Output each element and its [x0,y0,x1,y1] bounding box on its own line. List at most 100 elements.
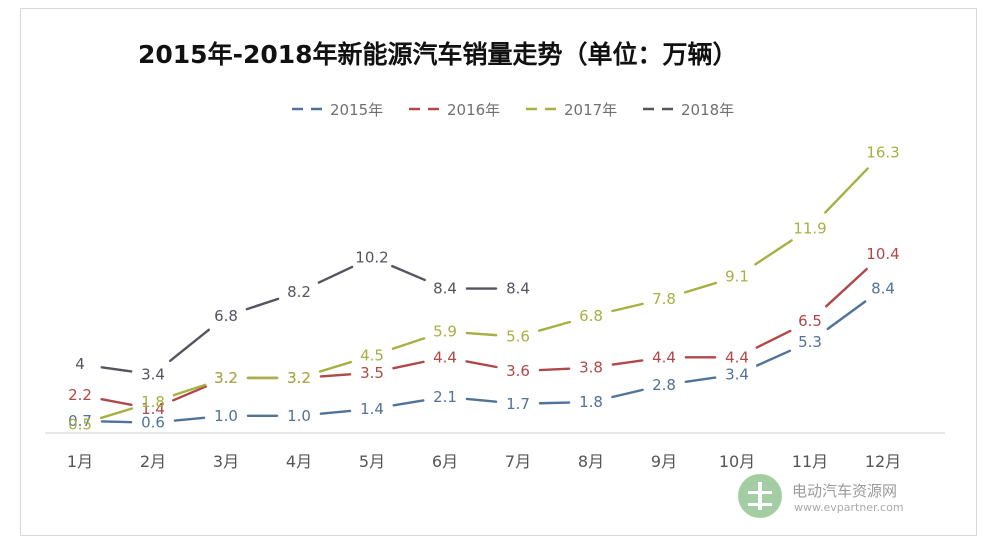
series-segment [824,167,869,214]
series-segment [392,399,425,407]
legend-label: 2015年 [330,101,383,119]
data-label: 4.4 [433,348,457,366]
series-segment [611,302,644,313]
series-segment [755,329,792,349]
chart-frame [20,8,977,536]
x-tick-label: 7月 [505,452,531,471]
series-segment [100,420,133,424]
data-label: 8.4 [506,280,530,298]
data-label: 1.4 [360,400,384,418]
legend-label: 2017年 [564,101,617,119]
series-segment [465,331,498,337]
data-label: 0.5 [68,415,92,433]
series-segment [245,297,280,311]
data-label: 0.6 [141,414,165,432]
series-segment [611,359,644,366]
series-segment [824,267,869,308]
data-label: 1.0 [287,407,311,425]
series-segment [391,264,426,282]
data-label: 4 [75,355,85,373]
data-label: 3.2 [214,369,238,387]
legend-label: 2016年 [447,101,500,119]
data-label: 3.4 [725,366,749,384]
watermark: 电动汽车资源网 www.evpartner.com [738,474,938,524]
x-tick-label: 5月 [359,452,385,471]
x-tick-label: 12月 [865,452,901,471]
series-segment [826,300,867,331]
series-segment [538,367,571,372]
chart-title: 2015年-2018年新能源汽车销量走势（单位：万辆） [138,40,738,69]
legend-label: 2018年 [681,101,734,119]
watermark-logo-icon [738,474,782,518]
data-label: 1.0 [214,407,238,425]
series-segment [684,376,717,383]
watermark-url: www.evpartner.com [794,501,904,514]
x-tick-label: 9月 [651,452,677,471]
series-segment [755,349,792,367]
x-tick-label: 2月 [140,452,166,471]
series-segment [392,360,425,370]
data-label: 16.3 [866,144,899,162]
data-label: 2.1 [433,388,457,406]
data-label: 3.2 [214,369,238,387]
series-segment [173,416,206,422]
x-tick-label: 3月 [213,452,239,471]
data-label: 9.1 [725,267,749,285]
x-tick-label: 4月 [286,452,312,471]
x-tick-label: 11月 [792,452,828,471]
data-label: 10.2 [355,249,388,267]
data-label: 3.8 [579,359,603,377]
series-segment [319,373,352,378]
data-label: 6.5 [798,312,822,330]
data-label: 11.9 [793,219,826,237]
data-label: 2.8 [652,376,676,394]
data-label: 3.5 [360,364,384,382]
data-label: 4.4 [725,348,749,366]
x-tick-label: 10月 [719,452,755,471]
data-label: 6.8 [579,307,603,325]
data-label: 7.8 [652,290,676,308]
data-label: 4.4 [652,348,676,366]
data-label: 3.4 [141,366,165,384]
data-label: 10.4 [866,245,899,263]
x-tick-label: 1月 [67,452,93,471]
data-label: 2.2 [68,386,92,404]
data-label: 8.4 [433,280,457,298]
data-label: 3.2 [287,369,311,387]
series-segment [99,407,134,420]
data-label: 6.8 [214,307,238,325]
series-segment [100,366,133,373]
series-segment [319,409,352,415]
series-segment [754,239,793,266]
series-segment [100,398,133,407]
series-segment [318,360,353,373]
data-label: 5.3 [798,333,822,351]
data-label: 8.4 [871,280,895,298]
x-tick-label: 8月 [578,452,604,471]
series-segment [172,383,207,397]
data-label: 8.2 [287,283,311,301]
data-label: 3.6 [506,362,530,380]
series-segment [465,360,498,369]
data-label: 5.6 [506,328,530,346]
series-segment [538,401,571,405]
data-label: 1.8 [141,393,165,411]
series-segment [465,397,498,403]
series-segment [172,385,207,402]
data-label: 3.2 [287,369,311,387]
series-segment [611,388,644,399]
data-label: 1.4 [141,400,165,418]
series-segment [537,320,572,332]
series-segment [168,328,211,362]
series-segment [391,337,426,350]
data-label: 5.9 [433,323,457,341]
series-segment [683,281,718,294]
data-label: 1.7 [506,395,530,413]
series-segment [317,265,354,284]
data-label: 4.5 [360,347,384,365]
x-tick-label: 6月 [432,452,458,471]
watermark-name: 电动汽车资源网 [792,482,898,500]
data-label: 1.8 [579,393,603,411]
data-label: 0.7 [68,412,92,430]
